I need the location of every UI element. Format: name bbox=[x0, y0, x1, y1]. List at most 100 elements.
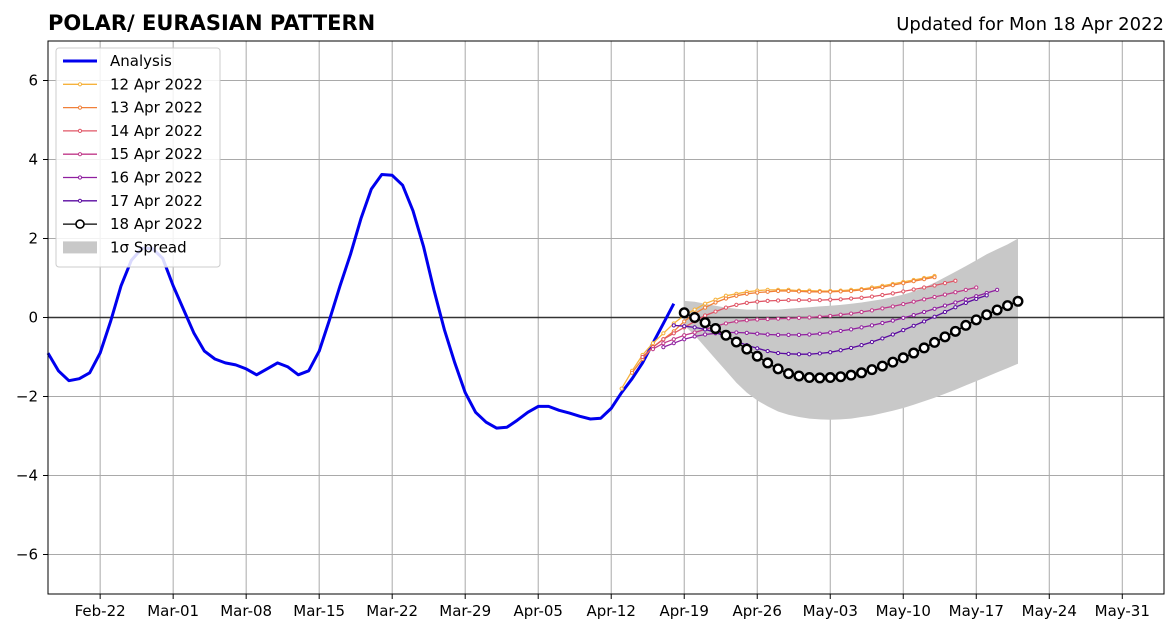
data-point bbox=[838, 297, 843, 302]
legend-label: 18 Apr 2022 bbox=[110, 215, 203, 233]
data-point bbox=[755, 290, 760, 295]
data-point bbox=[730, 336, 742, 348]
data-point bbox=[880, 336, 885, 341]
legend-box bbox=[55, 47, 221, 268]
data-point bbox=[953, 300, 958, 305]
data-point bbox=[960, 319, 972, 331]
tick-label-x: Mar-29 bbox=[439, 602, 491, 620]
data-point bbox=[869, 308, 875, 313]
data-point bbox=[828, 313, 833, 319]
legend-entry: 1σ Spread bbox=[63, 238, 187, 256]
data-point bbox=[775, 316, 781, 321]
data-point bbox=[890, 304, 895, 309]
series-18-apr-2022 bbox=[678, 295, 1024, 384]
data-point bbox=[849, 345, 854, 351]
data-point bbox=[828, 330, 833, 335]
data-point bbox=[807, 298, 812, 303]
data-point bbox=[869, 323, 875, 328]
data-point bbox=[772, 363, 784, 375]
tick-label-y: 4 bbox=[28, 151, 38, 169]
data-point bbox=[723, 305, 729, 310]
data-point bbox=[901, 281, 906, 286]
data-point bbox=[963, 300, 968, 305]
legend-label: 13 Apr 2022 bbox=[110, 99, 203, 117]
legend-entry: 15 Apr 2022 bbox=[63, 145, 203, 163]
data-point bbox=[922, 309, 927, 315]
data-point bbox=[981, 309, 993, 321]
data-point bbox=[783, 368, 795, 380]
data-point bbox=[880, 306, 885, 311]
tick-label-y: 6 bbox=[28, 72, 38, 90]
data-point bbox=[911, 279, 916, 284]
data-point bbox=[744, 318, 749, 323]
data-point bbox=[963, 297, 968, 302]
tick-label-x: Apr-05 bbox=[513, 602, 563, 620]
series-13-apr-2022 bbox=[629, 275, 937, 375]
data-point bbox=[835, 371, 847, 383]
data-point bbox=[775, 332, 781, 337]
legend-marker bbox=[77, 128, 83, 133]
data-point bbox=[671, 337, 676, 342]
data-point bbox=[890, 332, 895, 337]
data-point bbox=[901, 315, 906, 320]
data-point bbox=[911, 287, 916, 292]
data-point bbox=[682, 333, 687, 338]
data-point bbox=[953, 290, 958, 295]
legend-entry: 17 Apr 2022 bbox=[63, 192, 203, 210]
data-point bbox=[845, 369, 857, 381]
data-point bbox=[682, 337, 687, 342]
legend-label: 1σ Spread bbox=[110, 238, 187, 256]
data-point bbox=[866, 364, 878, 376]
data-point bbox=[869, 286, 875, 291]
data-point bbox=[755, 331, 760, 336]
data-point bbox=[807, 289, 812, 294]
data-point bbox=[786, 332, 791, 337]
data-point bbox=[803, 372, 815, 384]
legend-label: 17 Apr 2022 bbox=[110, 192, 203, 210]
data-point bbox=[932, 306, 937, 311]
data-point bbox=[922, 285, 927, 290]
data-point bbox=[828, 289, 833, 294]
data-point bbox=[838, 289, 843, 294]
data-point bbox=[817, 289, 822, 294]
data-point bbox=[1012, 295, 1024, 307]
data-point bbox=[932, 283, 937, 288]
data-point bbox=[908, 347, 920, 359]
data-point bbox=[817, 331, 822, 336]
data-point bbox=[713, 300, 718, 305]
data-point bbox=[942, 309, 948, 315]
data-point bbox=[942, 281, 948, 286]
data-point bbox=[796, 352, 802, 357]
data-point bbox=[744, 300, 749, 305]
data-point bbox=[859, 325, 864, 330]
data-point bbox=[859, 287, 864, 292]
data-point bbox=[702, 313, 708, 318]
data-point bbox=[859, 309, 864, 315]
data-point bbox=[807, 352, 812, 357]
data-point bbox=[734, 293, 739, 298]
data-point bbox=[682, 319, 687, 324]
data-point bbox=[838, 328, 843, 334]
data-point bbox=[911, 323, 916, 328]
tick-label-x: Mar-01 bbox=[147, 602, 199, 620]
data-point bbox=[901, 301, 906, 307]
data-point bbox=[744, 330, 749, 336]
data-point bbox=[786, 298, 791, 303]
data-point bbox=[765, 316, 770, 322]
data-point bbox=[880, 284, 885, 290]
legend-entry: 16 Apr 2022 bbox=[63, 169, 203, 187]
tick-label-y: −2 bbox=[16, 388, 38, 406]
data-point bbox=[838, 312, 843, 317]
data-point bbox=[702, 301, 708, 306]
data-point bbox=[984, 293, 989, 298]
tick-label-x: Mar-15 bbox=[293, 602, 345, 620]
data-point bbox=[817, 314, 822, 319]
data-point bbox=[786, 351, 791, 356]
data-point bbox=[991, 304, 1003, 316]
series-16-apr-2022 bbox=[661, 287, 1000, 350]
data-point bbox=[838, 348, 843, 353]
data-point bbox=[650, 347, 656, 352]
data-point bbox=[723, 321, 729, 326]
data-point bbox=[949, 325, 961, 337]
data-point bbox=[849, 288, 854, 294]
